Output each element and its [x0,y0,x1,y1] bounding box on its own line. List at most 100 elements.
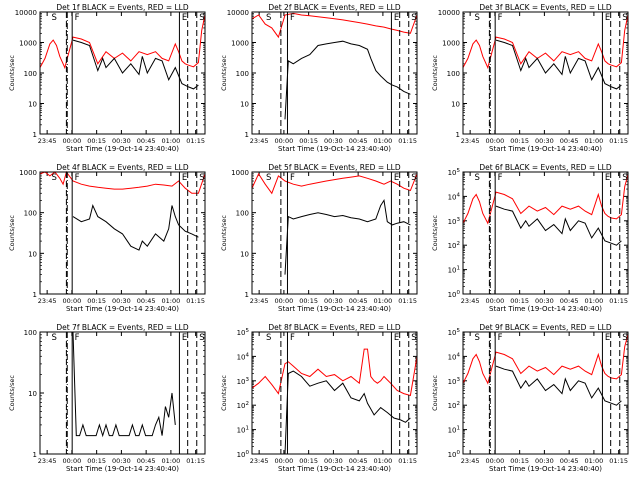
segment-marker: S [266,333,271,343]
x-axis-label: Start Time (19-Oct-14 23:40:40) [278,465,391,473]
plot-frame [463,332,628,454]
x-tick-label: 00:30 [324,137,343,145]
y-tick-label: 10 [28,101,37,109]
x-tick-label: 00:00 [486,297,505,305]
x-tick-label: 00:30 [112,457,131,465]
y-axis-label: Counts/sec [220,55,228,91]
y-tick-label: 10 [451,101,460,109]
y-axis-label: Counts/sec [220,215,228,251]
segment-marker: S [199,173,204,183]
x-tick-label: 00:15 [299,137,318,145]
segment-marker: E [605,333,610,343]
y-tick-label: 102 [448,241,460,250]
x-tick-label: 00:30 [112,137,131,145]
y-tick-label: 100 [236,70,249,78]
x-tick-label: 00:15 [510,457,529,465]
lld-series-line [463,174,628,223]
x-tick-label: 01:15 [398,457,417,465]
y-tick-label: 10000 [227,9,249,17]
detector-panel-2: Det 2f BLACK = Events, RED = LLD11010010… [220,3,417,153]
y-axis-label: Counts/sec [8,215,16,251]
y-tick-label: 103 [448,217,461,226]
segment-marker: S [622,173,627,183]
y-tick-label: 10 [240,250,249,258]
x-tick-label: 00:30 [535,137,554,145]
y-tick-label: 104 [448,352,461,361]
y-tick-label: 103 [448,377,461,386]
x-axis-label: Start Time (19-Oct-14 23:40:40) [489,465,602,473]
segment-marker: F [75,13,80,23]
segment-marker: F [75,173,80,183]
x-tick-label: 00:00 [63,137,82,145]
detector-panel-4: Det 4f BLACK = Events, RED = LLD11010010… [8,163,205,313]
y-tick-label: 10000 [15,9,37,17]
y-tick-label: 105 [448,168,461,177]
detector-panel-1: Det 1f BLACK = Events, RED = LLD11010010… [8,3,205,153]
x-tick-label: 01:00 [162,137,181,145]
lld-series-line [252,174,417,193]
y-tick-label: 10 [28,250,37,258]
x-tick-label: 00:45 [560,457,579,465]
detector-panel-8: Det 8f BLACK = Events, RED = LLD10010110… [220,323,417,473]
y-tick-label: 104 [448,192,461,201]
segment-marker: E [394,173,399,183]
y-tick-label: 100 [236,210,249,218]
panel-title: Det 2f BLACK = Events, RED = LLD [268,3,401,12]
x-tick-label: 23:45 [38,457,57,465]
x-axis-label: Start Time (19-Oct-14 23:40:40) [66,465,179,473]
y-tick-label: 1 [33,291,37,299]
plot-frame [252,12,417,134]
segment-marker: E [605,173,610,183]
x-tick-label: 01:15 [398,137,417,145]
y-tick-label: 1000 [231,40,249,48]
lld-series-line [252,13,417,37]
segment-marker: F [290,333,295,343]
y-tick-label: 1000 [19,40,37,48]
x-tick-label: 01:15 [398,297,417,305]
segment-marker: F [75,333,80,343]
x-tick-label: 00:45 [560,297,579,305]
segment-marker: E [394,333,399,343]
lld-series-line [252,349,417,395]
segment-marker: S [622,13,627,23]
y-tick-label: 10000 [438,9,460,17]
y-tick-label: 1 [245,131,249,139]
x-tick-label: 00:00 [63,297,82,305]
x-axis-label: Start Time (19-Oct-14 23:40:40) [489,305,602,313]
y-axis-label: Counts/sec [8,375,16,411]
x-tick-label: 00:45 [137,297,156,305]
segment-marker: S [411,13,416,23]
x-tick-label: 01:00 [585,457,604,465]
segment-marker: F [498,173,503,183]
x-tick-label: 00:45 [349,297,368,305]
y-tick-label: 102 [237,401,249,410]
lld-series-line [40,15,205,68]
y-tick-label: 1000 [231,169,249,177]
panel-title: Det 4f BLACK = Events, RED = LLD [56,163,189,172]
segment-marker: S [266,13,271,23]
y-tick-label: 102 [448,401,460,410]
y-tick-label: 10 [28,390,37,398]
panel-title: Det 7f BLACK = Events, RED = LLD [56,323,189,332]
chart-canvas: Det 1f BLACK = Events, RED = LLD11010010… [0,0,640,480]
y-tick-label: 1 [33,131,37,139]
events-series-line [73,332,175,436]
x-tick-label: 00:30 [112,297,131,305]
segment-marker: S [52,333,57,343]
x-tick-label: 23:45 [250,457,269,465]
y-tick-label: 103 [237,377,250,386]
x-tick-label: 01:15 [186,137,205,145]
detector-panel-6: Det 6f BLACK = Events, RED = LLD10010110… [431,163,628,313]
x-tick-label: 00:15 [510,137,529,145]
y-tick-label: 105 [448,328,461,337]
segment-marker: E [182,173,187,183]
x-tick-label: 23:45 [250,297,269,305]
x-tick-label: 00:30 [535,457,554,465]
y-axis-label: Counts/sec [220,375,228,411]
segment-marker: S [475,173,480,183]
segment-marker: S [266,173,271,183]
detector-panel-5: Det 5f BLACK = Events, RED = LLD11010010… [220,163,417,313]
x-tick-label: 01:15 [186,297,205,305]
plot-frame [252,172,417,294]
segment-marker: E [394,13,399,23]
